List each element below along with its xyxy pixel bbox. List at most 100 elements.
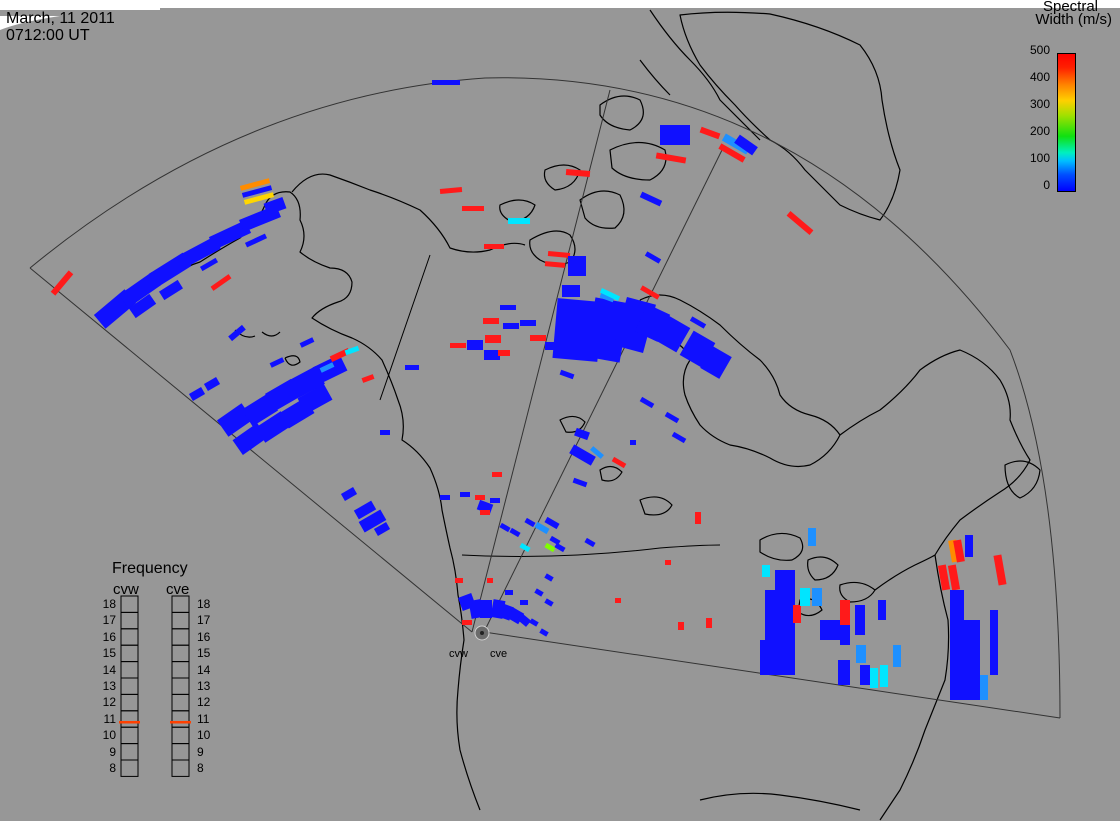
scatter-cell [565, 168, 591, 178]
scatter-cell [544, 516, 560, 530]
plot-time: 0712:00 UT [6, 27, 90, 44]
scatter-cell [775, 570, 795, 595]
frequency-tick-cve: 11 [197, 711, 210, 726]
colorbar-tick: 300 [1029, 97, 1050, 111]
scatter-cell [878, 600, 886, 620]
scatter-cell [572, 477, 588, 488]
scatter-cell [793, 605, 801, 623]
scatter-cell [655, 152, 687, 164]
scatter-cell [559, 369, 575, 380]
scatter-cell [50, 270, 74, 296]
scatter-cell [467, 340, 483, 350]
frequency-tick-cve: 15 [197, 646, 211, 661]
scatter-cell [639, 396, 655, 409]
scatter-cell [487, 578, 493, 583]
scatter-cell [490, 498, 500, 503]
scatter-cell [800, 588, 810, 606]
scatter-cell [432, 80, 460, 85]
plot-date: March, 11 2011 [6, 10, 115, 27]
scatter-cell [440, 495, 450, 500]
colorbar-tick: 200 [1029, 124, 1050, 138]
colorbar-gradient [1057, 53, 1076, 192]
scatter-cell [574, 427, 590, 441]
scatter-cell [208, 220, 252, 250]
scatter-cell [500, 305, 516, 310]
scatter-cell [519, 542, 531, 553]
scatter-cell [462, 620, 472, 625]
scatter-cell [210, 274, 232, 291]
alaska-canada-border [379, 254, 431, 401]
frequency-tick-cvw: 17 [102, 613, 116, 628]
scatter-cell [299, 337, 315, 348]
scatter-cell [980, 675, 988, 700]
frequency-tick-cvw: 16 [102, 629, 116, 644]
scatter-cell [695, 512, 701, 524]
scatter-cell [965, 535, 973, 557]
scatter-cell [485, 335, 501, 343]
scatter-cell [599, 292, 615, 303]
scatter-cell [544, 261, 566, 268]
off-map-top [0, 0, 1120, 8]
station-marker-center [480, 631, 484, 635]
scatter-cell [689, 316, 707, 329]
scatter-cell [203, 377, 221, 391]
scatter-cell [665, 560, 671, 565]
scatter-cell [405, 365, 419, 370]
scatter-cell [492, 472, 502, 477]
frequency-tick-cvw: 9 [109, 744, 116, 759]
us-canada-border [461, 544, 721, 557]
frequency-tick-cve: 8 [197, 761, 204, 775]
scatter-cell [228, 324, 246, 342]
scatter-cell [450, 343, 466, 348]
scatter-cell [654, 315, 691, 353]
scatter-cell [255, 411, 291, 443]
scatter-cell [243, 192, 275, 205]
scatter-cell [508, 218, 530, 224]
colorbar-tick: 100 [1029, 151, 1050, 165]
frequency-tick-cve: 13 [197, 679, 211, 693]
scatter-cell [529, 618, 539, 627]
scatter-cell [547, 251, 571, 258]
scatter-cell [353, 500, 377, 520]
scatter-cell [534, 521, 550, 535]
frequency-tick-cve: 17 [197, 613, 211, 628]
scatter-cell [950, 620, 980, 660]
scatter-cell [838, 660, 850, 685]
scatter-cell [549, 535, 561, 546]
scatter-cell [520, 320, 536, 326]
scatter-cell [590, 446, 604, 459]
scatter-cell [786, 211, 814, 235]
scatter-cell [148, 252, 192, 288]
scatter-cells [50, 80, 1007, 700]
scatter-cell [159, 279, 183, 301]
scatter-cell [498, 350, 510, 356]
scatter-cell [664, 411, 680, 424]
scatter-cell [611, 456, 627, 469]
scatter-cell [179, 236, 221, 268]
scatter-cell [993, 554, 1007, 586]
scatter-cell [812, 588, 822, 606]
scatter-cell [718, 143, 746, 163]
frequency-tick-cvw: 18 [102, 597, 116, 611]
scatter-cell [990, 610, 998, 645]
scatter-cell [460, 492, 470, 497]
scatter-cell [700, 346, 732, 379]
station-label-cvw: cvw [449, 648, 468, 660]
scatter-cell [554, 542, 566, 553]
scatter-cell [241, 185, 273, 198]
scatter-cell [128, 293, 157, 319]
scatter-cell [990, 645, 998, 675]
frequency-radar-label-cve: cve [166, 581, 190, 598]
station-markers [474, 625, 490, 641]
scatter-cell [615, 598, 621, 603]
colorbar-tick: 500 [1029, 43, 1050, 57]
scatter-cell [344, 345, 360, 356]
scatter-cell [660, 125, 690, 145]
borders [379, 254, 721, 557]
scatter-cell [562, 285, 580, 297]
scatter-cell [358, 509, 387, 533]
scatter-cell [947, 564, 961, 591]
scatter-cell [439, 187, 463, 194]
scatter-cell [840, 630, 850, 645]
